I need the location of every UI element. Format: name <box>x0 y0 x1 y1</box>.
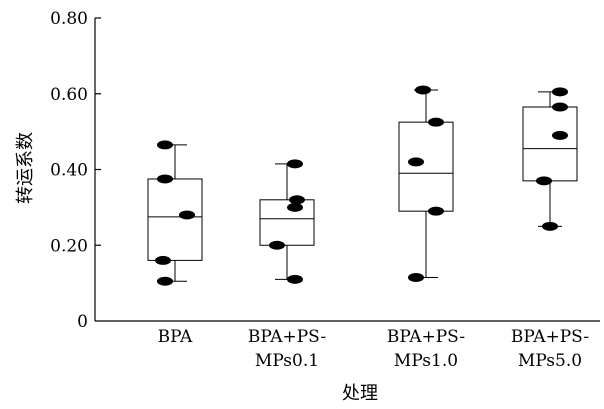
data-point <box>428 206 444 216</box>
data-point <box>552 130 568 140</box>
y-tick-label: 0.80 <box>50 9 88 29</box>
data-point <box>157 174 173 184</box>
data-point <box>415 85 431 95</box>
box-iqr <box>522 106 578 182</box>
x-category-label-line: BPA+PS- <box>248 327 326 347</box>
x-category-label-line: MPs0.1 <box>255 351 319 371</box>
box-iqr <box>147 178 203 261</box>
data-point <box>552 102 568 112</box>
data-point <box>408 157 424 167</box>
data-point <box>289 195 305 205</box>
box-group <box>522 87 578 231</box>
x-category-label: BPA <box>158 327 193 347</box>
x-category-label-line: BPA <box>158 327 193 347</box>
data-point <box>287 274 303 284</box>
box-series <box>147 85 578 286</box>
y-tick-label: 0.20 <box>50 236 88 256</box>
box-group <box>259 159 315 284</box>
y-tick-label: 0 <box>77 312 88 332</box>
y-axis-ticks: 0 0.20 0.40 0.60 0.80 <box>50 9 101 332</box>
data-point <box>155 255 171 265</box>
x-axis-category-labels: BPA BPA+PS- MPs0.1 BPA+PS- MPs1.0 BPA+PS- MPs5… <box>158 327 590 371</box>
data-point <box>269 240 285 250</box>
data-point <box>428 117 444 127</box>
y-axis-title: 转运系数 <box>15 132 36 204</box>
x-category-label: BPA+PS- MPs5.0 <box>511 327 589 371</box>
y-tick-label: 0.40 <box>50 161 88 181</box>
data-point <box>287 202 303 212</box>
y-tick-label: 0.60 <box>50 85 88 105</box>
data-point <box>542 221 558 231</box>
x-category-label-line: BPA+PS- <box>511 327 589 347</box>
x-category-label: BPA+PS- MPs1.0 <box>387 327 465 371</box>
box-group <box>398 85 454 282</box>
x-category-label: BPA+PS- MPs0.1 <box>248 327 326 371</box>
data-point <box>157 140 173 150</box>
box-iqr <box>259 199 315 246</box>
x-category-label-line: BPA+PS- <box>387 327 465 347</box>
box-group <box>147 140 203 286</box>
data-point <box>408 272 424 282</box>
data-point <box>552 87 568 97</box>
x-category-label-line: MPs1.0 <box>394 351 458 371</box>
box-iqr <box>398 121 454 212</box>
data-point <box>287 159 303 169</box>
data-point <box>157 276 173 286</box>
x-axis-title: 处理 <box>342 383 378 404</box>
data-point <box>536 176 552 186</box>
data-point <box>179 210 195 220</box>
x-category-label-line: MPs5.0 <box>518 351 582 371</box>
